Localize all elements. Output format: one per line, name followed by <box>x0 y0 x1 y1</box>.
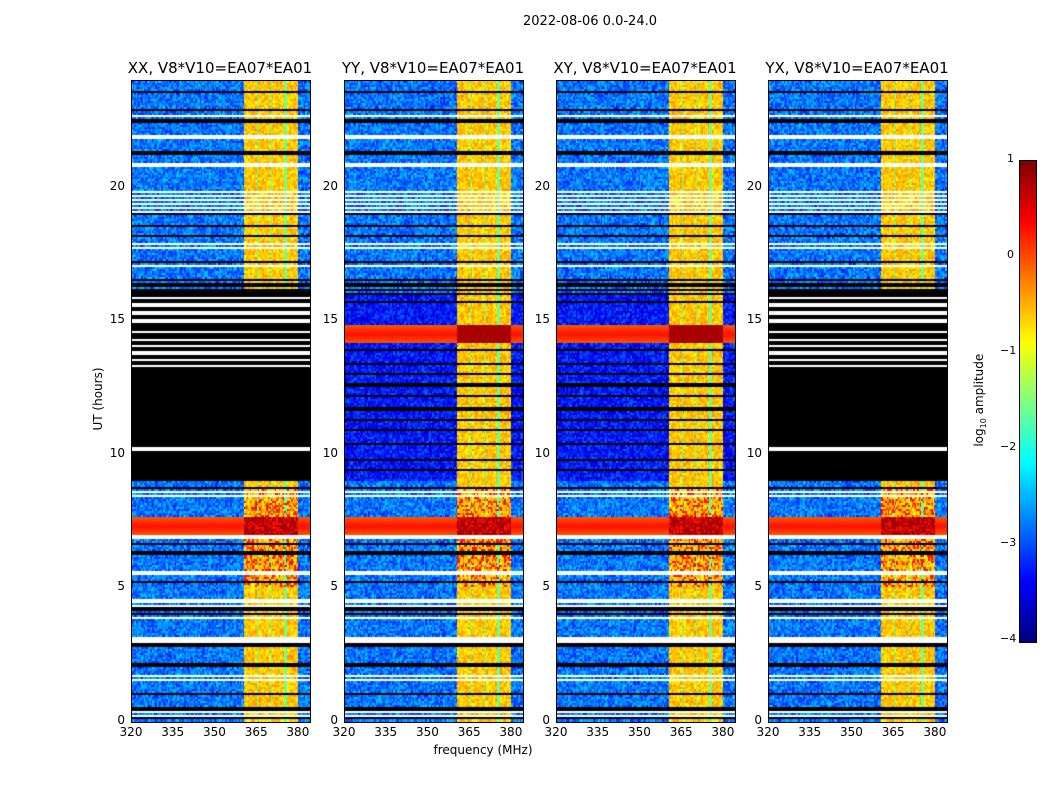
x-tick-label: 335 <box>374 725 398 739</box>
panel-title: XY, V8*V10=EA07*EA01 <box>553 59 737 77</box>
colorbar <box>1019 160 1037 643</box>
spectrogram-heatmap <box>344 80 524 723</box>
figure-title: 2022-08-06 0.0-24.0 <box>523 14 657 29</box>
colorbar-tick-label: −4 <box>1000 632 1017 645</box>
spectrogram-heatmap <box>131 80 311 723</box>
x-tick-label: 380 <box>711 725 735 739</box>
x-tick-label: 335 <box>586 725 610 739</box>
x-tick-label: 380 <box>499 725 523 739</box>
y-tick-label: 5 <box>117 579 125 594</box>
x-tick-label: 350 <box>627 725 651 739</box>
x-tick-label: 365 <box>457 725 481 739</box>
y-tick-label: 0 <box>542 713 550 727</box>
spectrogram-heatmap <box>768 80 948 723</box>
y-tick-label: 0 <box>754 713 762 727</box>
x-tick-label: 365 <box>244 725 268 739</box>
y-tick-label: 5 <box>754 579 762 594</box>
panel-title: YY, V8*V10=EA07*EA01 <box>341 59 525 77</box>
x-axis-label: frequency (MHz) <box>433 743 533 757</box>
panel-title: XX, V8*V10=EA07*EA01 <box>127 59 313 77</box>
panel-title: YX, V8*V10=EA07*EA01 <box>765 59 949 77</box>
y-tick-label: 20 <box>746 178 762 193</box>
x-tick-label: 335 <box>161 725 185 739</box>
colorbar-tick-label: −3 <box>1000 536 1017 549</box>
colorbar-label: log10 amplitude <box>971 353 989 447</box>
y-tick-label: 10 <box>322 445 338 460</box>
y-tick-label: 0 <box>330 713 338 727</box>
y-tick-label: 15 <box>746 312 762 327</box>
x-tick-label: 320 <box>332 725 356 739</box>
y-axis-label: UT (hours) <box>91 367 105 431</box>
x-tick-label: 320 <box>756 725 780 739</box>
y-tick-label: 5 <box>542 579 550 594</box>
y-tick-label: 0 <box>117 713 125 727</box>
y-tick-label: 20 <box>109 178 125 193</box>
x-tick-label: 320 <box>119 725 143 739</box>
spectrogram-heatmap <box>556 80 736 723</box>
y-tick-label: 15 <box>109 312 125 327</box>
x-tick-label: 380 <box>923 725 947 739</box>
x-tick-label: 335 <box>798 725 822 739</box>
y-tick-label: 20 <box>322 178 338 193</box>
colorbar-tick-label: 0 <box>1007 248 1014 261</box>
x-tick-label: 320 <box>544 725 568 739</box>
y-tick-label: 10 <box>109 445 125 460</box>
y-tick-label: 10 <box>534 445 550 460</box>
y-tick-label: 20 <box>534 178 550 193</box>
x-tick-label: 365 <box>881 725 905 739</box>
x-tick-label: 350 <box>839 725 863 739</box>
x-tick-label: 365 <box>669 725 693 739</box>
y-tick-label: 15 <box>534 312 550 327</box>
y-tick-label: 10 <box>746 445 762 460</box>
y-tick-label: 15 <box>322 312 338 327</box>
colorbar-tick-label: −1 <box>1000 344 1017 357</box>
colorbar-tick-label: 1 <box>1007 152 1014 165</box>
x-tick-label: 350 <box>415 725 439 739</box>
y-tick-label: 5 <box>330 579 338 594</box>
x-tick-label: 350 <box>202 725 226 739</box>
x-tick-label: 380 <box>286 725 310 739</box>
colorbar-tick-label: −2 <box>1000 440 1017 453</box>
